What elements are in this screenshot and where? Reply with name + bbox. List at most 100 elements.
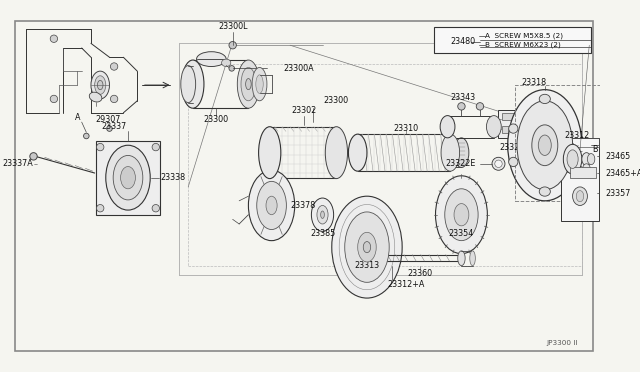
Ellipse shape	[509, 124, 518, 133]
Text: JP3300 II: JP3300 II	[547, 340, 578, 346]
Ellipse shape	[538, 135, 551, 155]
Bar	[561, 138, 598, 221]
Ellipse shape	[107, 126, 112, 131]
Bar	[499, 110, 534, 138]
Ellipse shape	[441, 134, 460, 171]
Text: A  SCREW M5X8.5 (2): A SCREW M5X8.5 (2)	[484, 33, 563, 39]
Ellipse shape	[540, 187, 550, 196]
Ellipse shape	[182, 60, 204, 108]
Ellipse shape	[196, 52, 226, 67]
Text: 23300: 23300	[324, 96, 349, 105]
Ellipse shape	[540, 94, 550, 103]
Ellipse shape	[508, 90, 582, 201]
Text: 23322E: 23322E	[445, 159, 476, 168]
Text: 23318: 23318	[521, 78, 547, 87]
Ellipse shape	[445, 189, 478, 241]
Ellipse shape	[517, 101, 573, 190]
Ellipse shape	[470, 251, 476, 266]
Ellipse shape	[30, 153, 37, 160]
Ellipse shape	[573, 187, 588, 205]
Ellipse shape	[376, 251, 380, 266]
Text: 23357: 23357	[605, 189, 630, 198]
Text: 23312+A: 23312+A	[387, 280, 424, 289]
Ellipse shape	[91, 71, 109, 99]
Ellipse shape	[246, 78, 251, 90]
Text: 23302: 23302	[291, 106, 317, 115]
Text: A: A	[76, 113, 81, 122]
Text: 23338: 23338	[161, 173, 186, 182]
Ellipse shape	[440, 116, 455, 138]
Ellipse shape	[84, 133, 89, 139]
Text: 23312: 23312	[564, 131, 589, 141]
Text: 23310: 23310	[394, 124, 419, 133]
Text: 23322: 23322	[500, 142, 525, 152]
Ellipse shape	[152, 205, 159, 212]
Ellipse shape	[348, 134, 367, 171]
Ellipse shape	[180, 65, 196, 103]
Ellipse shape	[454, 138, 469, 167]
Ellipse shape	[583, 164, 590, 173]
Bar	[502, 113, 515, 120]
Text: 23360: 23360	[407, 269, 433, 278]
Text: 23385: 23385	[310, 229, 335, 238]
Ellipse shape	[50, 95, 58, 103]
Ellipse shape	[532, 125, 558, 166]
Ellipse shape	[229, 42, 236, 49]
Ellipse shape	[241, 67, 256, 101]
Ellipse shape	[321, 211, 324, 218]
Text: 23354: 23354	[449, 229, 474, 238]
Ellipse shape	[364, 241, 371, 253]
Ellipse shape	[588, 154, 595, 165]
Ellipse shape	[458, 251, 465, 266]
Bar	[95, 141, 161, 215]
Ellipse shape	[435, 176, 488, 254]
Ellipse shape	[97, 80, 103, 90]
Ellipse shape	[325, 127, 348, 179]
Bar	[434, 27, 591, 52]
Ellipse shape	[454, 203, 469, 226]
Ellipse shape	[113, 155, 143, 200]
Ellipse shape	[332, 196, 402, 298]
Ellipse shape	[95, 76, 106, 94]
Bar	[561, 138, 598, 147]
Text: B: B	[592, 145, 598, 154]
Ellipse shape	[97, 205, 104, 212]
Ellipse shape	[567, 150, 578, 169]
Ellipse shape	[111, 63, 118, 70]
Text: 23337: 23337	[102, 122, 127, 131]
Text: 23300A: 23300A	[284, 64, 314, 73]
Ellipse shape	[458, 103, 465, 110]
Ellipse shape	[248, 170, 295, 241]
Text: 29307: 29307	[95, 115, 120, 124]
Ellipse shape	[576, 190, 584, 202]
Text: 23465: 23465	[605, 152, 630, 161]
Ellipse shape	[563, 144, 582, 174]
Text: 23300L: 23300L	[218, 22, 248, 31]
Ellipse shape	[317, 205, 328, 224]
Ellipse shape	[221, 59, 231, 67]
Ellipse shape	[577, 147, 583, 153]
Text: 23337A: 23337A	[3, 159, 33, 168]
Ellipse shape	[312, 198, 333, 231]
Ellipse shape	[486, 116, 501, 138]
Ellipse shape	[495, 160, 502, 167]
Text: 23300: 23300	[204, 115, 228, 124]
Ellipse shape	[476, 103, 484, 110]
Ellipse shape	[152, 143, 159, 151]
Ellipse shape	[358, 232, 376, 262]
Bar	[502, 126, 515, 133]
Ellipse shape	[582, 153, 591, 166]
Text: B  SCREW M6X23 (2): B SCREW M6X23 (2)	[484, 42, 561, 48]
Text: 23343: 23343	[451, 93, 476, 102]
Ellipse shape	[106, 145, 150, 210]
Ellipse shape	[257, 182, 286, 230]
Text: 23465+A: 23465+A	[605, 169, 640, 177]
Text: 23378: 23378	[290, 201, 316, 210]
Text: 23313: 23313	[355, 261, 380, 270]
Ellipse shape	[492, 157, 505, 170]
Ellipse shape	[97, 143, 104, 151]
Ellipse shape	[345, 212, 389, 282]
Ellipse shape	[509, 157, 518, 167]
Ellipse shape	[111, 95, 118, 103]
Ellipse shape	[259, 127, 281, 179]
